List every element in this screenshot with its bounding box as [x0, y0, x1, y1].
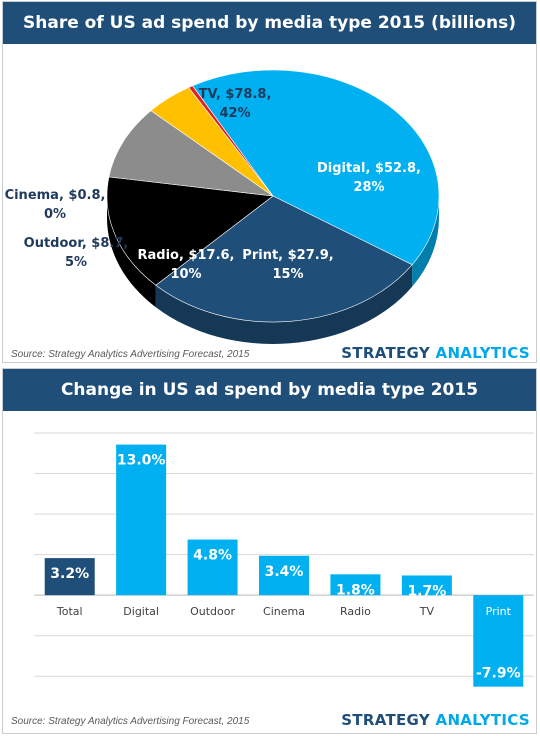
brand-word-2: ANALYTICS — [435, 711, 530, 729]
bar-digital — [116, 444, 167, 596]
category-label-outdoor: Outdoor — [190, 605, 235, 618]
brand-word-2: ANALYTICS — [435, 344, 530, 362]
bar-total — [44, 558, 95, 596]
brand-word-1: STRATEGY — [341, 344, 430, 362]
brand-word-1: STRATEGY — [341, 711, 430, 729]
bar-source-note: Source: Strategy Analytics Advertising F… — [11, 716, 250, 727]
category-label-cinema: Cinema — [263, 605, 305, 618]
bar-radio — [330, 574, 381, 596]
pie-side-print — [106, 196, 156, 308]
pie-chart-title: Share of US ad spend by media type 2015 … — [3, 2, 536, 44]
bar-print — [473, 595, 524, 687]
pie-slice-digital — [155, 195, 413, 323]
pie-slice-print — [106, 176, 274, 286]
pie-label-digital: Digital, $52.8, 28% — [317, 161, 421, 195]
bar-value-label-outdoor: 4.8% — [193, 548, 232, 564]
bar-value-label-radio: 1.8% — [336, 582, 375, 598]
pie-label-radio: Radio, $17.6, 10% — [138, 248, 235, 282]
pie-slice-radio — [108, 110, 274, 197]
pie-chart-panel: Share of US ad spend by media type 2015 … — [2, 1, 537, 363]
pie-label-print: Print, $27.9, 15% — [242, 248, 333, 282]
pie-label-tv: TV, $78.8, 42% — [199, 87, 272, 121]
pie-label-outdoor: Outdoor, $8.7, 5% — [24, 236, 129, 270]
category-label-radio: Radio — [340, 605, 371, 618]
bar-chart: 3.2% Total 13.0% Digital 4.8% Outdoor 3.4% Cine… — [34, 432, 534, 687]
category-label-tv: TV — [419, 605, 435, 618]
bar-value-label-total: 3.2% — [50, 566, 89, 582]
bar-cinema — [259, 555, 309, 596]
pie-slice-tv — [192, 69, 440, 266]
category-label-print: Print — [486, 605, 512, 618]
pie-side-tv — [412, 196, 439, 287]
bar-tv — [401, 575, 452, 596]
pie-slice-cinema — [188, 85, 274, 197]
category-label-total: Total — [56, 605, 83, 618]
pie-side-digital — [155, 264, 413, 344]
bar-value-label-cinema: 3.4% — [265, 564, 304, 580]
pie-source-note: Source: Strategy Analytics Advertising F… — [11, 349, 250, 360]
bar-value-label-digital: 13.0% — [117, 453, 166, 469]
pie-label-cinema: Cinema, $0.8, 0% — [5, 188, 106, 222]
bar-outdoor — [187, 539, 238, 596]
bar-brand-logo: STRATEGY ANALYTICS — [341, 711, 530, 729]
category-label-digital: Digital — [123, 605, 159, 618]
bar-chart-panel: Change in US ad spend by media type 2015… — [2, 368, 537, 734]
bar-value-label-print: -7.9% — [476, 666, 521, 682]
bar-chart-title: Change in US ad spend by media type 2015 — [3, 369, 536, 411]
pie-brand-logo: STRATEGY ANALYTICS — [341, 344, 530, 362]
pie-chart: TV, $78.8, 42% Digital, $52.8, 28% Print, $2… — [5, 69, 440, 344]
bar-value-label-tv: 1.7% — [407, 583, 446, 599]
